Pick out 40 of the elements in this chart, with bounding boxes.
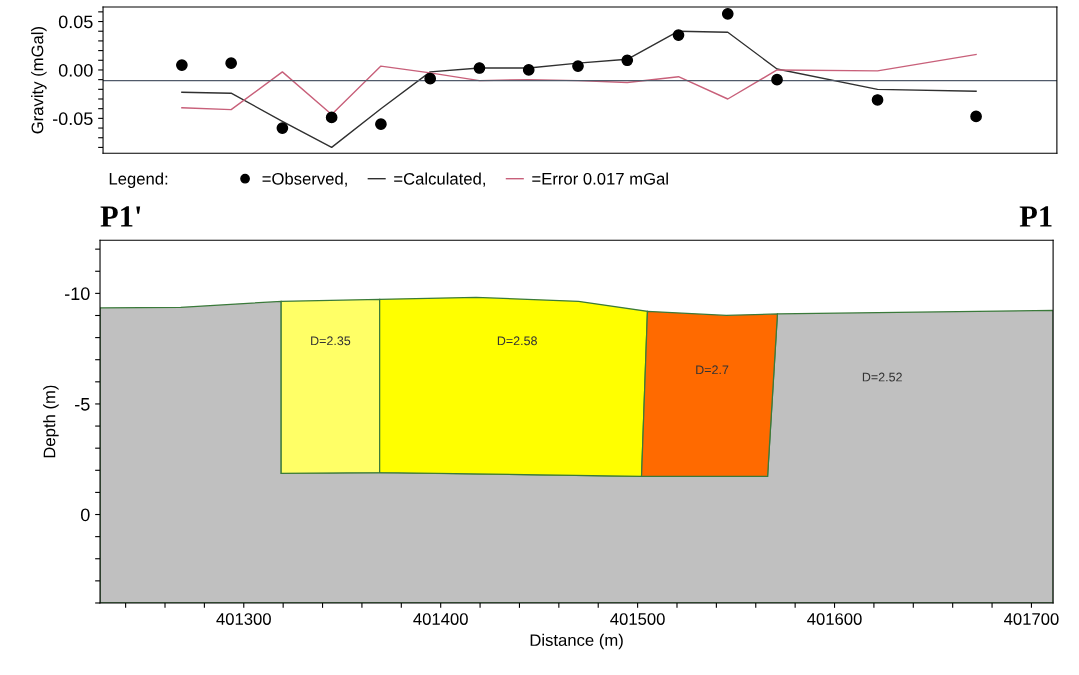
line-series (181, 30, 977, 149)
point (225, 57, 237, 70)
point (621, 54, 634, 67)
annotation: D=2.52 (862, 372, 902, 382)
point (871, 94, 884, 106)
y-tick-label: -10 (65, 287, 90, 301)
y-tick-label: 0.00 (58, 63, 93, 77)
point (970, 110, 982, 123)
x-tick-label: 401700 (1004, 613, 1059, 625)
annotation: D=2.35 (311, 336, 351, 346)
point (325, 111, 338, 124)
point (672, 29, 685, 41)
text: P1' (100, 206, 141, 227)
y-tick-label: -0.05 (52, 112, 93, 126)
legend-label: =Observed, (262, 172, 347, 187)
point (424, 72, 437, 85)
annotation: D=2.7 (696, 365, 729, 375)
y-tick-label: -5 (75, 398, 90, 411)
legend-title: Legend: (109, 172, 168, 188)
legend-label: =Calculated, (394, 172, 485, 187)
x-tick-label: 401600 (807, 613, 862, 625)
point (375, 118, 387, 131)
point (276, 122, 289, 134)
point (721, 7, 734, 20)
legend-label: =Error 0.017 mGal (532, 172, 668, 185)
x-tick-label: 401300 (216, 613, 271, 625)
x-axis-title: Distance (m) (530, 633, 623, 650)
point (771, 73, 783, 86)
text: P1 (1019, 206, 1052, 227)
point (176, 59, 188, 71)
y-axis-title: Depth (m) (43, 385, 59, 458)
annotation: D=2.58 (497, 336, 537, 346)
y-axis-title: Gravity (mGal) (31, 26, 47, 134)
point (473, 62, 486, 74)
x-tick-label: 401400 (413, 613, 468, 625)
y-tick-label: 0 (80, 508, 90, 522)
point (522, 64, 535, 76)
x-tick-label: 401500 (610, 613, 665, 625)
point (572, 60, 584, 72)
y-tick-label: 0.05 (58, 15, 93, 29)
